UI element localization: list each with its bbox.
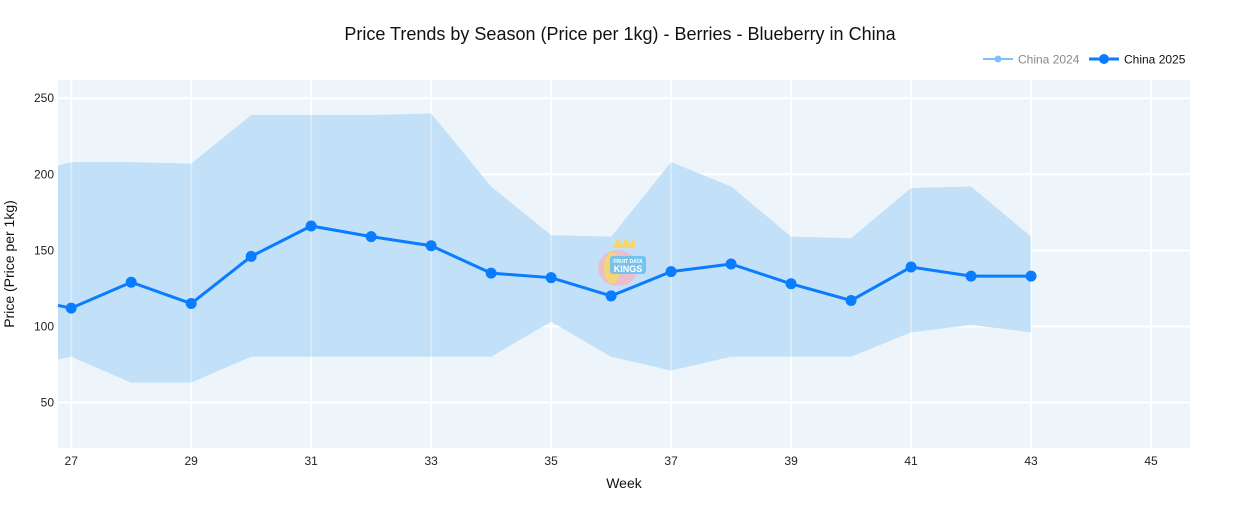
data-point[interactable] <box>965 270 977 282</box>
x-tick-label: 29 <box>184 454 198 468</box>
x-tick-label: 39 <box>784 454 798 468</box>
data-point[interactable] <box>365 231 377 243</box>
legend[interactable]: China 2024 China 2025 <box>983 53 1186 67</box>
chart-title: Price Trends by Season (Price per 1kg) -… <box>344 24 896 44</box>
legend-item-china-2024[interactable]: China 2024 <box>983 53 1080 67</box>
data-point[interactable] <box>845 294 857 306</box>
x-axis-label: Week <box>606 475 643 491</box>
y-axis-ticks: 50 100 150 200 250 <box>34 91 54 409</box>
y-tick-label: 100 <box>34 319 54 333</box>
data-point[interactable] <box>485 267 497 279</box>
y-tick-label: 200 <box>34 167 54 181</box>
y-tick-label: 50 <box>41 395 55 409</box>
data-point[interactable] <box>545 272 557 284</box>
svg-text:FRUIT DATA: FRUIT DATA <box>613 259 643 265</box>
data-point[interactable] <box>725 258 737 270</box>
series-china-2025 <box>57 220 1037 314</box>
data-point[interactable] <box>245 250 257 262</box>
legend-item-china-2025[interactable]: China 2025 <box>1089 53 1186 67</box>
x-tick-label: 41 <box>904 454 918 468</box>
x-tick-label: 45 <box>1144 454 1158 468</box>
data-point[interactable] <box>125 276 137 288</box>
series-line <box>57 224 1032 310</box>
price-range-band <box>58 113 1032 383</box>
legend-label-china-2025: China 2025 <box>1124 53 1186 67</box>
y-tick-label: 250 <box>34 91 54 105</box>
y-axis-label: Price (Price per 1kg) <box>1 200 17 328</box>
watermark-logo: FRUIT DATA KINGS <box>598 238 646 286</box>
data-point[interactable] <box>305 220 317 232</box>
legend-label-china-2024: China 2024 <box>1018 53 1080 67</box>
data-point[interactable] <box>605 290 617 302</box>
data-point[interactable] <box>1025 270 1037 282</box>
data-point[interactable] <box>905 261 917 273</box>
data-point[interactable] <box>65 302 77 314</box>
data-point[interactable] <box>665 266 677 278</box>
svg-text:KINGS: KINGS <box>614 264 643 274</box>
x-axis-ticks: 27 29 31 33 35 37 39 41 43 45 <box>65 454 1158 468</box>
x-tick-label: 27 <box>65 454 79 468</box>
x-tick-label: 33 <box>424 454 438 468</box>
x-tick-label: 31 <box>304 454 318 468</box>
y-tick-label: 150 <box>34 243 54 257</box>
x-tick-label: 37 <box>664 454 678 468</box>
x-tick-label: 35 <box>544 454 558 468</box>
data-point[interactable] <box>425 240 437 252</box>
x-tick-label: 43 <box>1024 454 1038 468</box>
data-point[interactable] <box>785 278 797 290</box>
data-point[interactable] <box>185 298 197 310</box>
